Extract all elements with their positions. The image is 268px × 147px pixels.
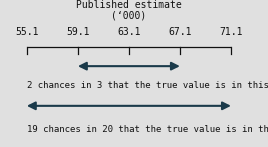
Text: 71.1: 71.1: [219, 27, 243, 37]
Text: 55.1: 55.1: [15, 27, 39, 37]
Text: 59.1: 59.1: [66, 27, 90, 37]
Text: 63.1: 63.1: [117, 27, 141, 37]
Text: (‘000): (‘000): [111, 11, 147, 21]
Text: Published estimate: Published estimate: [76, 0, 182, 10]
Text: 19 chances in 20 that the true value is in this range: 19 chances in 20 that the true value is …: [27, 125, 268, 134]
Text: 2 chances in 3 that the true value is in this range: 2 chances in 3 that the true value is in…: [27, 81, 268, 90]
Text: 67.1: 67.1: [168, 27, 192, 37]
